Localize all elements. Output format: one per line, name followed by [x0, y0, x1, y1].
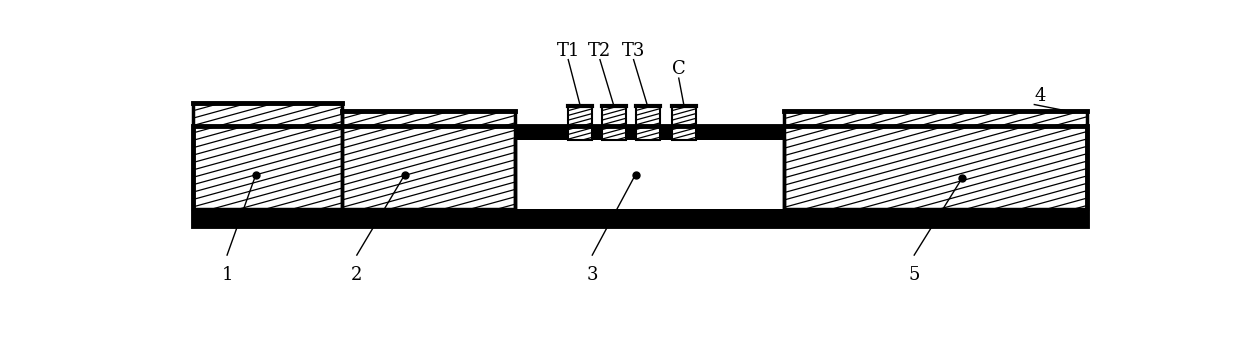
Bar	[342, 111, 516, 209]
Text: C: C	[672, 60, 686, 78]
Bar	[516, 140, 785, 209]
Text: T3: T3	[622, 42, 645, 60]
Bar	[193, 126, 1087, 226]
Bar	[193, 103, 342, 209]
Text: 2: 2	[351, 265, 362, 284]
Bar	[601, 106, 626, 140]
Text: 3: 3	[587, 265, 598, 284]
Bar	[193, 103, 342, 209]
Text: 4: 4	[1034, 86, 1045, 105]
Bar	[672, 106, 696, 140]
Bar	[193, 209, 1087, 226]
Bar	[635, 106, 660, 140]
Bar	[785, 111, 1087, 209]
Bar	[785, 111, 1087, 209]
Text: T1: T1	[557, 42, 580, 60]
Text: 5: 5	[909, 265, 920, 284]
Bar	[635, 106, 660, 140]
Bar	[568, 106, 593, 140]
Bar	[568, 106, 593, 140]
Bar	[342, 111, 516, 209]
Bar	[193, 126, 1087, 140]
Bar	[193, 140, 1087, 209]
Text: T2: T2	[588, 42, 611, 60]
Text: 1: 1	[221, 265, 233, 284]
Bar	[672, 106, 696, 140]
Bar	[601, 106, 626, 140]
Bar	[193, 126, 1087, 226]
